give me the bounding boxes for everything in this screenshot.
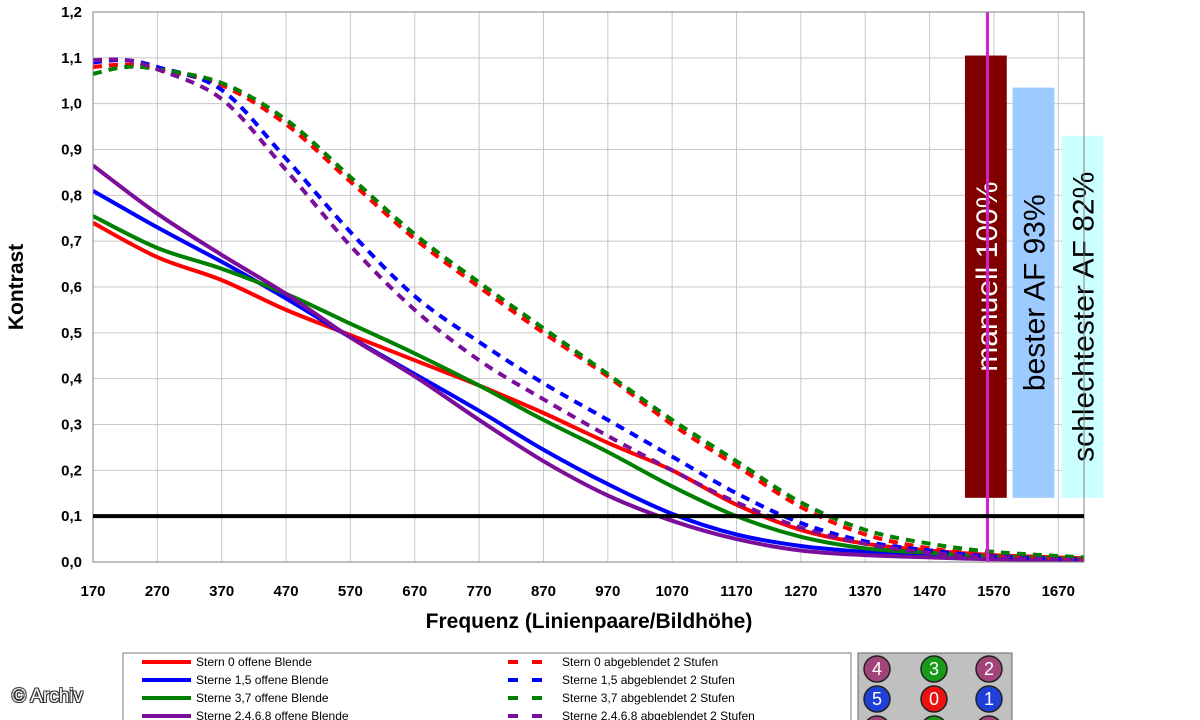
series-line-3 (93, 163, 1084, 562)
series-line-4 (93, 62, 1084, 562)
legend-label: Stern 0 offene Blende (196, 655, 312, 669)
series-lines (93, 57, 1084, 562)
legend-box (122, 652, 852, 720)
bar-0 (964, 55, 1007, 498)
legend-label: Sterne 2,4,6,8 abgeblendet 2 Stufen (562, 709, 755, 720)
x-tick-label: 170 (80, 583, 105, 600)
x-tick-label: 970 (595, 583, 620, 600)
x-tick-label: 1070 (655, 583, 688, 600)
x-tick-label: 1670 (1042, 583, 1075, 600)
star-badge-label: 2 (984, 659, 994, 679)
bar-2 (1061, 135, 1104, 498)
star-badge-label: 1 (984, 689, 994, 709)
star-badges: 4 3 2 5 0 1 (857, 652, 1013, 720)
series-line-5 (93, 57, 1084, 562)
x-tick-label: 770 (467, 583, 492, 600)
axes: 170 270 370 470 570 670 770 870 970 1070 1170 1270 1… (61, 4, 1085, 600)
star-badge (863, 685, 891, 713)
x-tick-label: 1270 (784, 583, 817, 600)
y-tick-label: 0,1 (61, 508, 82, 525)
series-line-0 (93, 221, 1084, 561)
x-tick-label: 1170 (720, 583, 753, 600)
y-tick-label: 0,7 (61, 233, 82, 250)
plot-border (92, 11, 1085, 563)
x-tick-label: 570 (338, 583, 363, 600)
y-tick-label: 0,5 (61, 325, 82, 342)
legend-label: Stern 0 abgeblendet 2 Stufen (562, 655, 718, 669)
y-tick-label: 1,1 (61, 50, 82, 67)
y-tick-label: 1,2 (61, 4, 82, 21)
legend-label: Sterne 3,7 abgeblendet 2 Stufen (562, 691, 735, 705)
x-tick-label: 1470 (913, 583, 946, 600)
star-badge-partial (923, 715, 945, 720)
star-badge (920, 655, 948, 683)
legend-label: Sterne 1,5 offene Blende (196, 673, 329, 687)
star-badge-partial (978, 715, 1000, 720)
legend-label: Sterne 2,4,6,8 offene Blende (196, 709, 349, 720)
y-tick-label: 0,3 (61, 417, 82, 434)
legend-label: Sterne 3,7 offene Blende (196, 691, 329, 705)
copyright-notice: © Archiv (12, 686, 84, 707)
y-tick-label: 0,6 (61, 279, 82, 296)
x-axis-title: Frequenz (Linienpaare/Bildhöhe) (426, 610, 753, 633)
star-badge-label: 3 (929, 659, 939, 679)
star-badge (975, 685, 1003, 713)
series-line-6 (93, 64, 1084, 560)
x-tick-label: 370 (209, 583, 234, 600)
legend-label: Sterne 1,5 abgeblendet 2 Stufen (562, 673, 735, 687)
y-tick-label: 0,9 (61, 142, 82, 159)
bar-1 (1012, 87, 1055, 498)
y-tick-label: 1,0 (61, 96, 82, 113)
star-badge-label: 4 (872, 659, 882, 679)
y-tick-label: 0,0 (61, 554, 82, 571)
star-badge-label: 0 (929, 689, 939, 709)
percentage-bars: manuell 100% bester AF 93% schlechtester A… (964, 12, 1104, 562)
y-axis-title: Kontrast (5, 244, 28, 330)
star-badge (920, 685, 948, 713)
x-tick-label: 1370 (849, 583, 882, 600)
x-tick-label: 1570 (977, 583, 1010, 600)
x-tick-label: 470 (274, 583, 299, 600)
star-badge (863, 655, 891, 683)
x-tick-label: 670 (402, 583, 427, 600)
y-tick-label: 0,8 (61, 187, 82, 204)
bar-label-1: bester AF 93% (1018, 194, 1051, 391)
x-tick-label: 870 (531, 583, 556, 600)
series-line-2 (93, 214, 1084, 562)
star-badge-label: 5 (872, 689, 882, 709)
y-tick-label: 0,4 (61, 371, 83, 388)
grid (92, 11, 1084, 563)
x-tick-label: 270 (145, 583, 170, 600)
legend: Stern 0 offene Blende Sterne 1,5 offene B… (122, 652, 852, 720)
star-badge (975, 655, 1003, 683)
y-tick-label: 0,2 (61, 462, 82, 479)
star-badge-partial (866, 715, 888, 720)
series-line-7 (93, 57, 1084, 562)
